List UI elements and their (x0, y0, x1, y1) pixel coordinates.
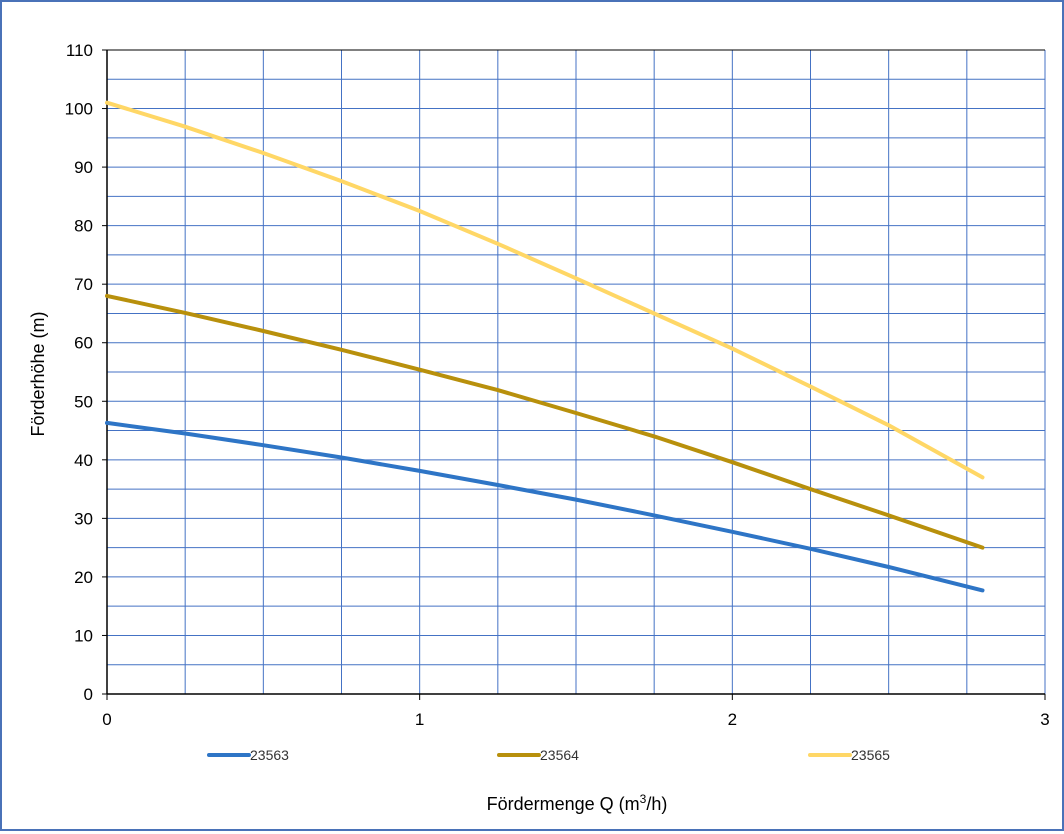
y-tick-label: 60 (74, 334, 93, 353)
y-tick-label: 10 (74, 626, 93, 645)
y-tick-label: 20 (74, 568, 93, 587)
y-tick-label: 50 (74, 392, 93, 411)
y-tick-label: 110 (66, 41, 93, 60)
legend-label: 23563 (250, 747, 289, 763)
y-tick-label: 40 (74, 451, 93, 470)
series-line-23563 (105, 420, 985, 593)
y-tick-label: 80 (74, 217, 93, 236)
series-line-23565 (105, 100, 985, 480)
x-tick-labels: 0 1 2 3 (102, 710, 1049, 729)
x-tick-label: 3 (1040, 710, 1049, 729)
y-axis-label: Förderhöhe (m) (28, 311, 48, 436)
legend-entry-23563: 23563 (207, 747, 289, 763)
legend-entry-23565: 23565 (808, 747, 890, 763)
legend-label: 23564 (540, 747, 579, 763)
legend-entry-23564: 23564 (497, 747, 579, 763)
x-tick-label: 1 (415, 710, 424, 729)
y-tick-label: 30 (74, 509, 93, 528)
series-line-23564 (105, 293, 985, 550)
y-tick-label: 70 (74, 275, 93, 294)
x-tick-label: 2 (728, 710, 737, 729)
y-tick-label: 100 (65, 100, 93, 119)
legend: 23563 23564 23565 (207, 747, 890, 763)
y-tick-labels: 0 10 20 30 40 50 60 70 80 90 100 110 (65, 41, 93, 704)
x-axis-label: Fördermenge Q (m3/h) (487, 792, 668, 814)
x-tick-label: 0 (102, 710, 111, 729)
series-layer (105, 100, 985, 593)
y-tick-label: 90 (74, 158, 93, 177)
y-tick-label: 0 (84, 685, 93, 704)
legend-label: 23565 (851, 747, 890, 763)
axis-layer (102, 49, 1046, 700)
